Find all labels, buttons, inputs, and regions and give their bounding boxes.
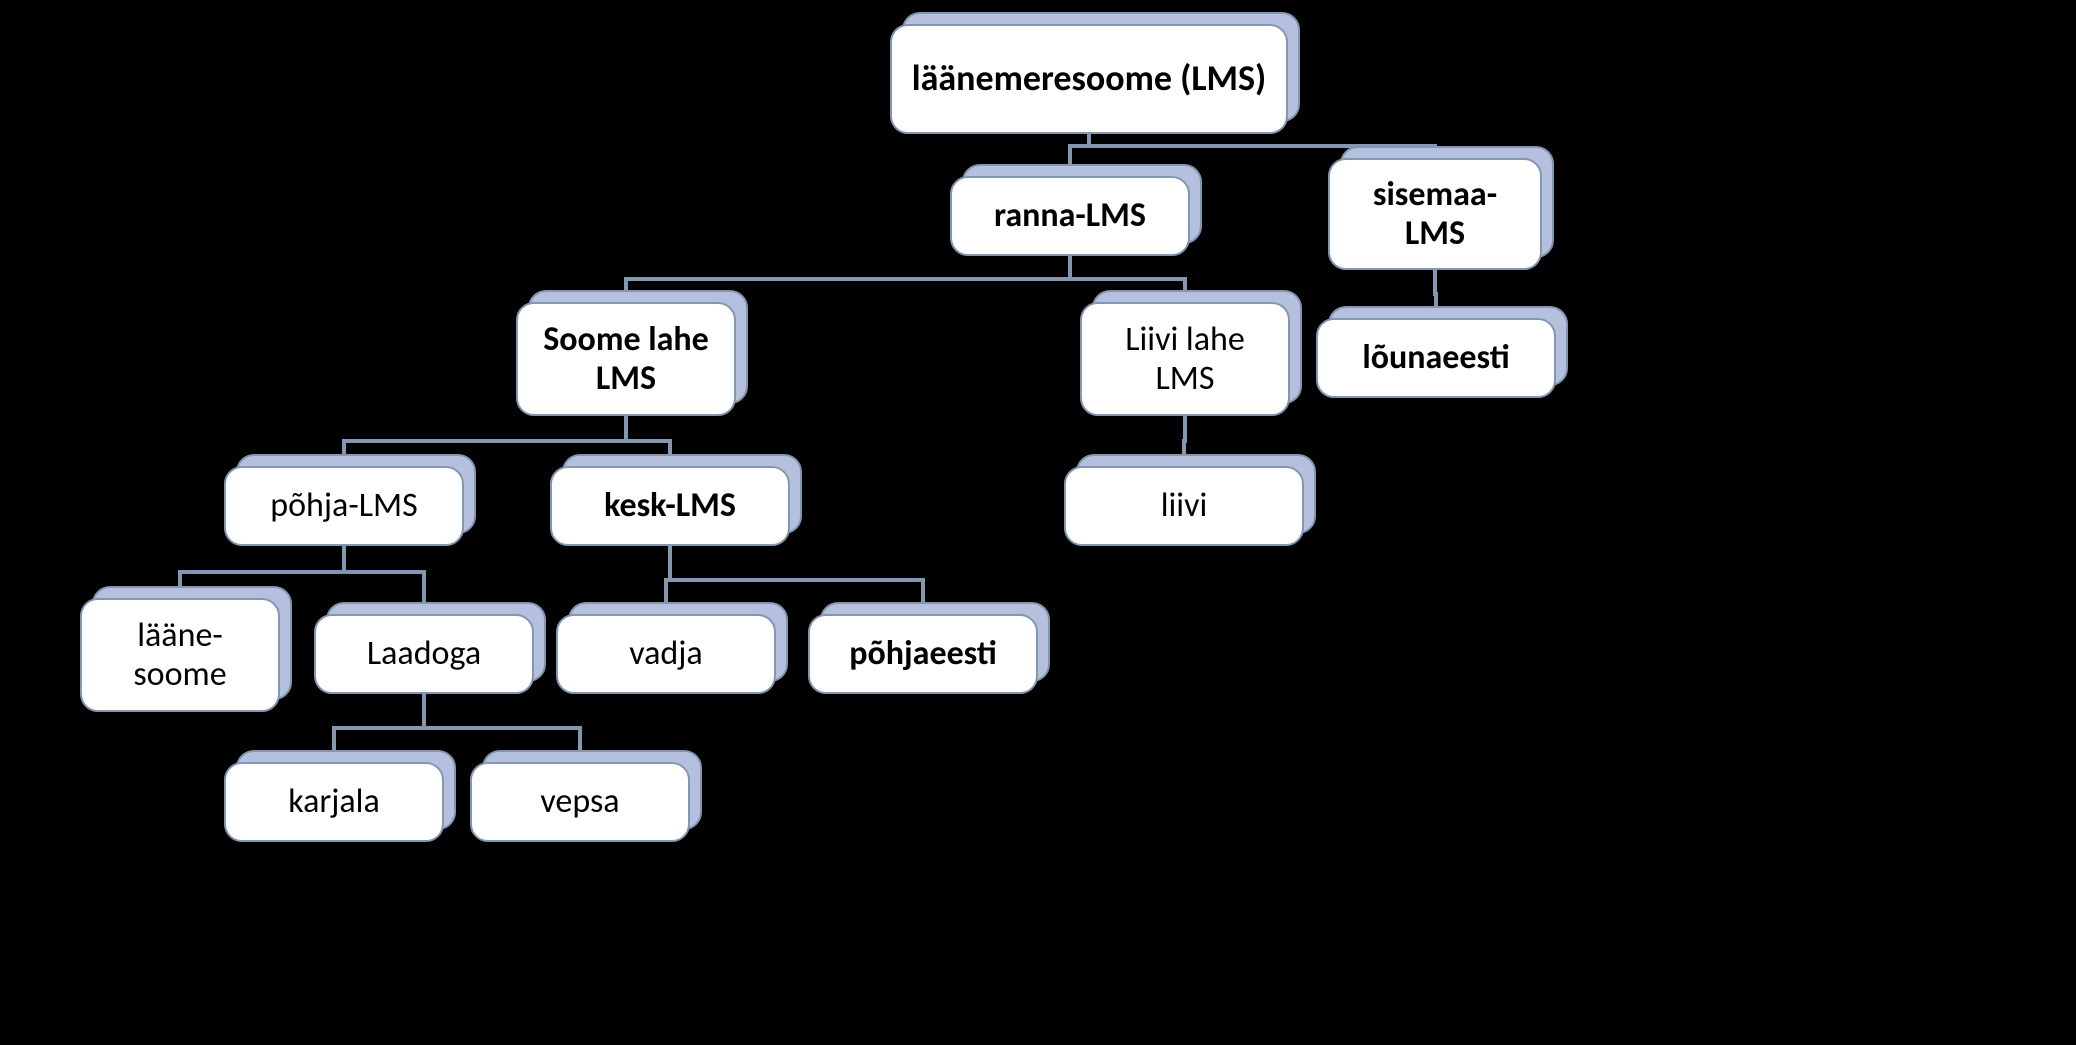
- node-box: läänemeresoome (LMS): [890, 24, 1288, 134]
- node-box: põhja-LMS: [224, 466, 464, 546]
- node-box: kesk-LMS: [550, 466, 790, 546]
- node-label: sisemaa-LMS: [1344, 175, 1526, 253]
- tree-node-pohjaeesti: põhjaeesti: [808, 614, 1038, 694]
- node-label: põhjaeesti: [849, 634, 997, 673]
- tree-node-laanesoome: lääne-soome: [80, 598, 280, 712]
- tree-node-sisemaa: sisemaa-LMS: [1328, 158, 1542, 270]
- node-label: läänemeresoome (LMS): [912, 58, 1267, 99]
- node-box: vepsa: [470, 762, 690, 842]
- tree-node-lounaeesti: lõunaeesti: [1316, 318, 1556, 398]
- tree-node-laadoga: Laadoga: [314, 614, 534, 694]
- tree-node-liivi: liivi: [1064, 466, 1304, 546]
- tree-node-karjala: karjala: [224, 762, 444, 842]
- node-label: lääne-soome: [96, 616, 264, 694]
- node-box: vadja: [556, 614, 776, 694]
- tree-node-root: läänemeresoome (LMS): [890, 24, 1288, 134]
- node-label: vadja: [629, 634, 702, 673]
- tree-diagram: läänemeresoome (LMS) ranna-LMS sisemaa-LMS…: [0, 0, 2076, 1045]
- node-label: vepsa: [540, 782, 619, 821]
- tree-node-vadja: vadja: [556, 614, 776, 694]
- tree-node-liivilahe: Liivi lahe LMS: [1080, 302, 1290, 416]
- node-box: ranna-LMS: [950, 176, 1190, 256]
- tree-node-vepsa: vepsa: [470, 762, 690, 842]
- node-box: lääne-soome: [80, 598, 280, 712]
- node-label: ranna-LMS: [994, 196, 1146, 235]
- node-box: liivi: [1064, 466, 1304, 546]
- node-box: Laadoga: [314, 614, 534, 694]
- node-box: karjala: [224, 762, 444, 842]
- node-box: lõunaeesti: [1316, 318, 1556, 398]
- node-label: Laadoga: [367, 634, 481, 673]
- node-label: kesk-LMS: [604, 486, 736, 525]
- tree-node-soome: Soome lahe LMS: [516, 302, 736, 416]
- node-label: liivi: [1161, 486, 1208, 525]
- node-box: Soome lahe LMS: [516, 302, 736, 416]
- tree-node-pohjalms: põhja-LMS: [224, 466, 464, 546]
- tree-node-ranna: ranna-LMS: [950, 176, 1190, 256]
- node-box: sisemaa-LMS: [1328, 158, 1542, 270]
- node-box: Liivi lahe LMS: [1080, 302, 1290, 416]
- node-label: põhja-LMS: [270, 486, 417, 525]
- node-label: Liivi lahe LMS: [1096, 320, 1274, 398]
- node-label: karjala: [288, 782, 380, 821]
- node-box: põhjaeesti: [808, 614, 1038, 694]
- node-label: lõunaeesti: [1362, 338, 1509, 377]
- node-label: Soome lahe LMS: [532, 320, 720, 398]
- tree-node-kesklms: kesk-LMS: [550, 466, 790, 546]
